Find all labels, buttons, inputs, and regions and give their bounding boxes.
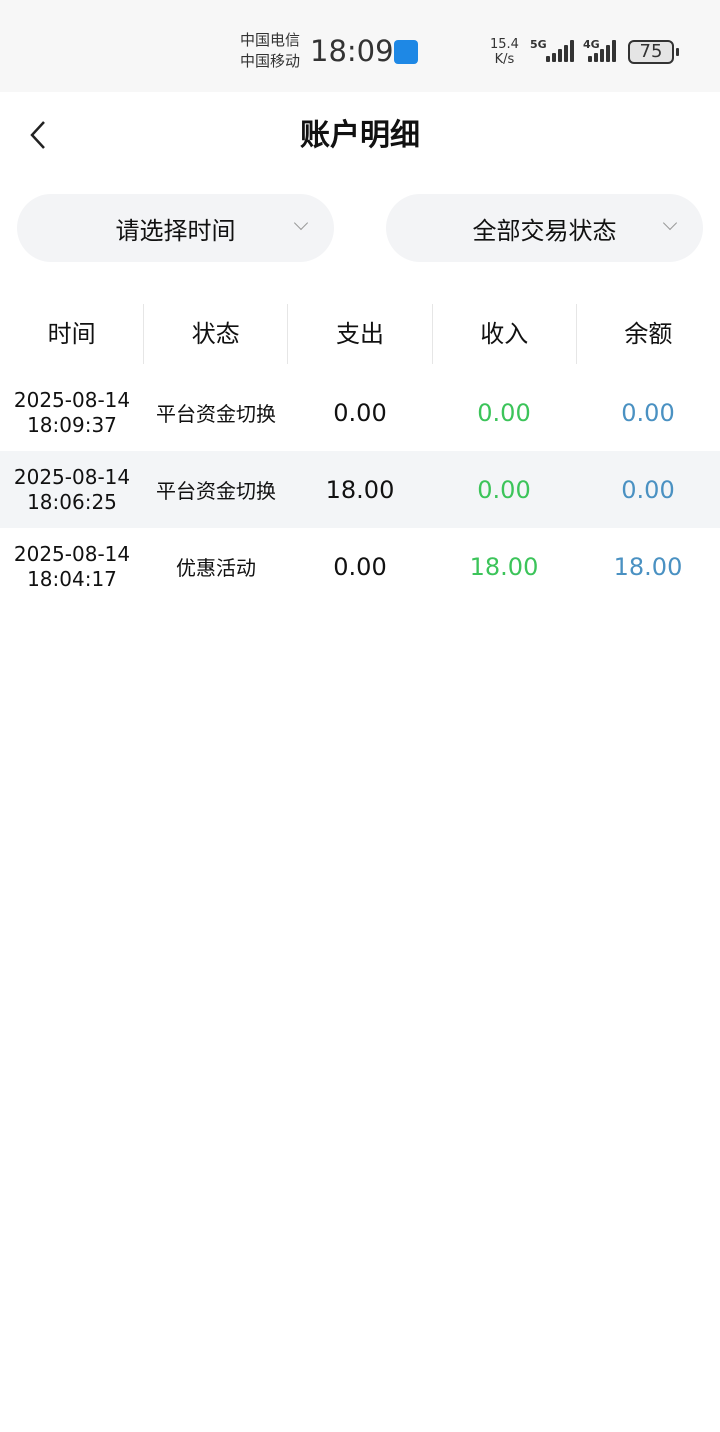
network-type-2: 4G	[583, 38, 600, 51]
time-cell: 2025-08-14 18:04:17	[0, 542, 144, 592]
expense-cell: 18.00	[325, 475, 395, 504]
filters: 请选择时间 全部交易状态	[0, 180, 720, 262]
chevron-down-icon	[293, 215, 309, 231]
time-text: 18:04:17	[27, 566, 117, 591]
column-header-time: 时间	[47, 320, 96, 348]
time-cell: 2025-08-14 18:06:25	[0, 465, 144, 515]
column-header-status: 状态	[143, 304, 287, 364]
status-cell: 平台资金切换	[156, 479, 276, 503]
back-arrow-icon[interactable]	[26, 118, 56, 152]
date-text: 2025-08-14	[13, 541, 131, 566]
carrier-1: 中国电信	[240, 31, 301, 49]
column-header-balance: 余额	[575, 304, 720, 364]
column-header-income: 收入	[431, 304, 576, 364]
battery-icon: 75	[628, 40, 679, 64]
table-row: 2025-08-14 18:04:17 优惠活动 0.00 18.00 18.00	[0, 528, 720, 605]
app-notification-icon	[394, 40, 418, 64]
time-filter-label: 请选择时间	[115, 216, 236, 245]
table-row: 2025-08-14 18:09:37 平台资金切换 0.00 0.00 0.00	[0, 374, 720, 451]
chevron-down-icon	[662, 215, 678, 231]
income-cell: 0.00	[477, 398, 531, 427]
status-cell: 优惠活动	[176, 556, 256, 580]
expense-cell: 0.00	[333, 398, 387, 427]
time-text: 18:06:25	[27, 489, 117, 514]
balance-cell: 18.00	[613, 552, 683, 581]
page-title: 账户明细	[300, 118, 420, 153]
speed-value: 15.4	[490, 37, 519, 52]
date-text: 2025-08-14	[13, 387, 131, 412]
clock: 18:09	[310, 34, 394, 68]
table-body: 2025-08-14 18:09:37 平台资金切换 0.00 0.00 0.00…	[0, 374, 720, 605]
header: 账户明细	[0, 92, 720, 180]
time-text: 18:09:37	[27, 412, 117, 437]
signal-icon	[546, 40, 574, 62]
speed-unit: K/s	[494, 52, 515, 67]
carrier-info: 中国电信 中国移动	[240, 30, 300, 72]
network-speed: 15.4 K/s	[490, 37, 519, 67]
income-cell: 0.00	[477, 475, 531, 504]
network-type-1: 5G	[530, 38, 547, 51]
status-bar: 中国电信 中国移动 18:09 15.4 K/s 5G 4G 75	[0, 0, 720, 92]
column-header-expense: 支出	[287, 304, 431, 364]
time-cell: 2025-08-14 18:09:37	[0, 388, 144, 438]
table-row: 2025-08-14 18:06:25 平台资金切换 18.00 0.00 0.0…	[0, 451, 720, 528]
date-text: 2025-08-14	[13, 464, 131, 489]
status-cell: 平台资金切换	[156, 402, 276, 426]
expense-cell: 0.00	[333, 552, 387, 581]
time-filter-dropdown[interactable]: 请选择时间	[17, 194, 334, 262]
table-header: 时间 状态 支出 收入 余额	[0, 304, 720, 364]
balance-cell: 0.00	[621, 475, 675, 504]
status-filter-dropdown[interactable]: 全部交易状态	[386, 194, 703, 262]
carrier-2: 中国移动	[240, 52, 301, 70]
balance-cell: 0.00	[621, 398, 675, 427]
status-filter-label: 全部交易状态	[472, 216, 617, 245]
income-cell: 18.00	[469, 552, 539, 581]
signal-icon	[588, 40, 616, 62]
